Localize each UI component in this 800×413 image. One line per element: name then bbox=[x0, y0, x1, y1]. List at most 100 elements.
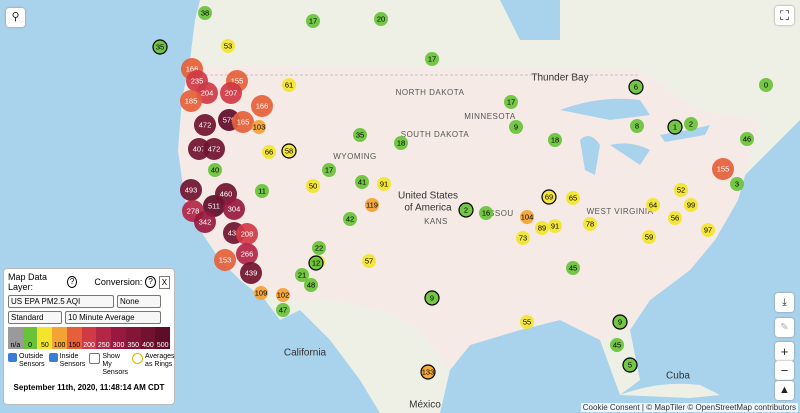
place-label: WEST VIRGINIA bbox=[587, 207, 654, 216]
sensor-value: 1 bbox=[673, 122, 677, 131]
sensor-value: 53 bbox=[224, 41, 232, 50]
sensor-value: 41 bbox=[358, 177, 366, 186]
sensor-value: 166 bbox=[186, 64, 199, 73]
layer-select[interactable]: US EPA PM2.5 AQI bbox=[8, 295, 114, 308]
sensor-value: 439 bbox=[245, 268, 258, 277]
compass[interactable]: ▲ bbox=[775, 381, 794, 400]
sensor-value: 153 bbox=[219, 255, 232, 264]
sensor-dot bbox=[255, 184, 269, 198]
sensor-dot bbox=[520, 315, 534, 329]
sensor-dot bbox=[668, 211, 682, 225]
conversion-select[interactable]: None bbox=[117, 295, 161, 308]
sensor-dot bbox=[180, 179, 202, 201]
sensor-value: 48 bbox=[307, 280, 315, 289]
sensor-dot bbox=[646, 198, 660, 212]
place-label: Thunder Bay bbox=[531, 73, 588, 84]
place-label: WYOMING bbox=[333, 152, 377, 161]
sensor-dot bbox=[198, 6, 212, 20]
search-button[interactable]: ⚲ bbox=[6, 8, 25, 27]
option[interactable]: Inside Sensors bbox=[48, 353, 85, 377]
option[interactable]: Outside Sensors bbox=[8, 353, 45, 377]
fullscreen-button[interactable]: ⛶ bbox=[775, 6, 794, 25]
sensor-value: 45 bbox=[613, 340, 621, 349]
help[interactable]: ? bbox=[145, 276, 156, 288]
sensor-dot bbox=[425, 52, 439, 66]
sensor-dot bbox=[312, 241, 326, 255]
close-button[interactable]: X bbox=[158, 275, 171, 289]
place-label: NORTH DAKOTA bbox=[396, 88, 465, 97]
sensor-dot bbox=[394, 136, 408, 150]
place-label: MINNESOTA bbox=[464, 112, 516, 121]
sensor-dot bbox=[254, 286, 268, 300]
sensor-value: 342 bbox=[199, 217, 212, 226]
edit-button[interactable]: ✎ bbox=[775, 318, 794, 337]
sensor-value: 22 bbox=[315, 243, 323, 252]
sensor-dot bbox=[262, 145, 276, 159]
sensor-dot bbox=[730, 177, 744, 191]
sensor-dot bbox=[322, 163, 336, 177]
sensor-value: 460 bbox=[220, 189, 233, 198]
place-label: SOUTH DAKOTA bbox=[401, 130, 470, 139]
sensor-dot bbox=[566, 191, 580, 205]
sensor-value: 102 bbox=[277, 290, 290, 299]
sensor-value: 59 bbox=[645, 232, 653, 241]
legend-cell: 250 bbox=[96, 327, 112, 349]
sensor-dot bbox=[667, 119, 683, 135]
zoom-out[interactable]: − bbox=[775, 361, 794, 380]
sensor-value: 99 bbox=[687, 200, 695, 209]
sensor-value: 91 bbox=[551, 221, 559, 230]
sensor-value: 52 bbox=[677, 185, 685, 194]
place-label: of America bbox=[404, 203, 452, 214]
sensor-value: 11 bbox=[258, 186, 266, 195]
sensor-value: 266 bbox=[241, 249, 254, 258]
sensor-value: 40 bbox=[211, 165, 219, 174]
sensor-dot bbox=[628, 79, 644, 95]
sensor-value: 66 bbox=[265, 147, 273, 156]
sensor-dot bbox=[223, 198, 245, 220]
help[interactable]: ? bbox=[66, 276, 78, 288]
sensor-dot bbox=[221, 39, 235, 53]
legend-cell: 350 bbox=[125, 327, 141, 349]
sensor-value: 9 bbox=[430, 293, 434, 302]
legend-cell: 50 bbox=[37, 327, 53, 349]
sensor-dot bbox=[180, 90, 202, 112]
sensor-dot bbox=[684, 198, 698, 212]
attribution: Cookie Consent | © MapTiler © OpenStreet… bbox=[580, 403, 798, 412]
place-label: KANS bbox=[424, 217, 448, 226]
sensor-dot bbox=[424, 290, 440, 306]
sensor-value: 45 bbox=[569, 263, 577, 272]
legend-cell: n/a bbox=[8, 327, 23, 349]
sensor-dot bbox=[622, 357, 638, 373]
sensor-value: 55 bbox=[523, 317, 531, 326]
zoom-in[interactable]: + bbox=[775, 342, 794, 361]
sensor-dot bbox=[194, 211, 216, 233]
option[interactable]: Show My Sensors bbox=[89, 353, 128, 377]
sensor-value: 2 bbox=[464, 205, 468, 214]
sensor-dot bbox=[548, 133, 562, 147]
sensor-dot bbox=[236, 223, 258, 245]
sensor-dot bbox=[252, 120, 266, 134]
sensor-dot bbox=[355, 175, 369, 189]
download-button[interactable]: ⤓ bbox=[775, 293, 794, 312]
panel-label: Conversion: bbox=[94, 277, 143, 287]
option[interactable]: Averages as Rings bbox=[132, 353, 175, 377]
sensor-value: 0 bbox=[764, 80, 768, 89]
sensor-value: 9 bbox=[514, 122, 518, 131]
sensor-dot bbox=[194, 114, 216, 136]
sensor-value: 204 bbox=[201, 88, 214, 97]
legend-cell: 200 bbox=[81, 327, 97, 349]
sensor-value: 91 bbox=[380, 179, 388, 188]
sensor-value: 185 bbox=[185, 96, 198, 105]
sensor-value: 17 bbox=[325, 165, 333, 174]
sensor-value: 119 bbox=[366, 200, 378, 209]
legend-cell: 500 bbox=[155, 327, 171, 349]
type-select[interactable]: Standard bbox=[8, 311, 62, 324]
sensor-dot bbox=[612, 314, 628, 330]
sensor-value: 407 bbox=[193, 144, 206, 153]
sensor-value: 207 bbox=[225, 88, 238, 97]
average-select[interactable]: 10 Minute Average bbox=[65, 311, 161, 324]
sensor-dot bbox=[377, 177, 391, 191]
sensor-dot bbox=[208, 163, 222, 177]
timestamp: September 11th, 2020, 11:48:14 AM CDT bbox=[13, 383, 165, 392]
